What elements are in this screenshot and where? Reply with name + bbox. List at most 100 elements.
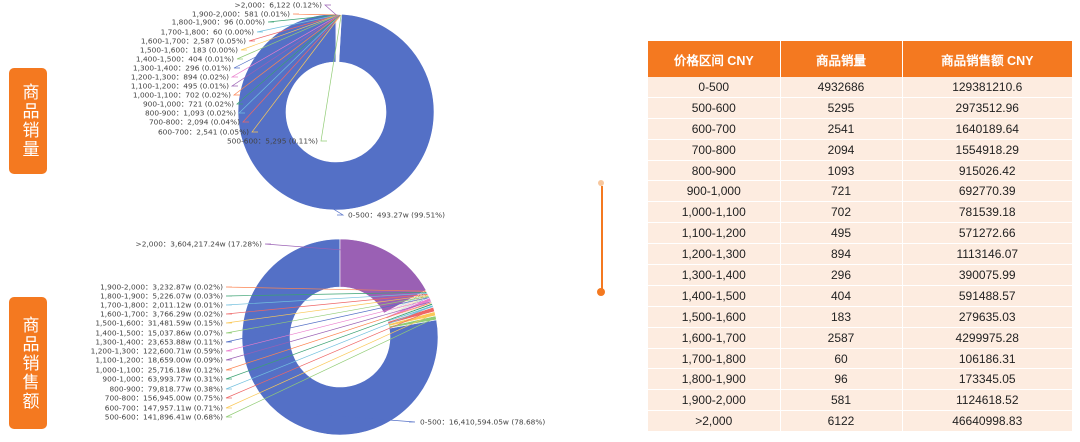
table-cell: 500-600 bbox=[648, 97, 781, 119]
table-row: 1,200-1,300 894 1113146.07 bbox=[648, 243, 1072, 266]
leader-line bbox=[225, 297, 429, 343]
slice-label: 1,000-1,100：25,716.18w (0.12%) bbox=[95, 366, 223, 375]
donut-chart-2: 0-500：16,410,594.05w (78.68%) 500-600：141… bbox=[91, 238, 545, 436]
slice-label: 800-900：1,093 (0.02%) bbox=[145, 109, 236, 118]
leader-line bbox=[324, 4, 337, 16]
leader-line bbox=[225, 317, 436, 418]
leader-line bbox=[225, 299, 430, 352]
leader-line bbox=[267, 14, 338, 23]
table-row: 1,100-1,200 495 571272.66 bbox=[648, 222, 1072, 245]
leader-line bbox=[292, 13, 337, 16]
slice-label: 600-700：147,957.11w (0.71%) bbox=[105, 404, 223, 413]
table-cell: 900-1,000 bbox=[648, 180, 781, 203]
slice-label: 1,900-2,000：581 (0.01%) bbox=[192, 10, 290, 19]
table-cell: 1,100-1,200 bbox=[648, 222, 781, 245]
table-cell: 800-900 bbox=[648, 160, 781, 182]
table-cell: 5295 bbox=[780, 97, 903, 119]
table-row: 1,000-1,100 702 781539.18 bbox=[648, 201, 1072, 224]
slice-label: 1,400-1,500：15,037.86w (0.07%) bbox=[95, 329, 223, 338]
sales-revenue-label: 商品销售额 bbox=[9, 297, 47, 429]
table-cell: 96 bbox=[780, 368, 903, 391]
table-cell: 1,000-1,100 bbox=[648, 201, 781, 224]
table-cell: 390075.99 bbox=[902, 264, 1072, 286]
table-row: 1,600-1,700 2587 4299975.28 bbox=[648, 327, 1072, 349]
slice-label: 0-500：493.27w (99.51%) bbox=[348, 211, 445, 220]
timeline-dot-top bbox=[598, 180, 604, 186]
leader-line bbox=[251, 14, 341, 133]
table-cell: 2587 bbox=[780, 327, 903, 349]
slice-label: 700-800：156,945.00w (0.75%) bbox=[105, 394, 223, 403]
slice-label: 1,200-1,300：894 (0.02%) bbox=[131, 73, 229, 82]
leader-line bbox=[320, 15, 342, 142]
leader-line bbox=[225, 304, 432, 380]
slice-label: 1,300-1,400：296 (0.01%) bbox=[133, 64, 231, 73]
table-header-0: 价格区间 CNY bbox=[648, 41, 781, 77]
table-cell: 60 bbox=[780, 348, 903, 370]
price-range-table: 价格区间 CNY 商品销量 商品销售额 CNY 0-500 4932686 129381… bbox=[648, 41, 1072, 433]
table-cell: 404 bbox=[780, 285, 903, 307]
table-row: 1,700-1,800 60 106186.31 bbox=[648, 348, 1072, 370]
slice-label: 1,600-1,700：2,587 (0.05%) bbox=[141, 37, 246, 46]
leader-line bbox=[225, 309, 434, 399]
leader-line bbox=[236, 14, 339, 60]
table-header-row: 价格区间 CNY 商品销量 商品销售额 CNY bbox=[648, 41, 1072, 77]
slice-label: 1,400-1,500：404 (0.01%) bbox=[136, 55, 234, 64]
leader-line bbox=[277, 411, 416, 423]
table-row: 1,800-1,900 96 173345.05 bbox=[648, 368, 1072, 391]
slice-label: 1,600-1,700：3,766.29w (0.02%) bbox=[100, 310, 223, 319]
slice-label: 600-700：2,541 (0.05%) bbox=[158, 128, 249, 137]
table-cell: 1,200-1,300 bbox=[648, 243, 781, 266]
table-cell: 1113146.07 bbox=[902, 243, 1072, 266]
table-row: 1,400-1,500 404 591488.57 bbox=[648, 285, 1072, 307]
slice-label: 1,800-1,900：5,226.07w (0.03%) bbox=[100, 292, 223, 301]
leader-line bbox=[225, 294, 428, 315]
slice-label: 1,700-1,800：60 (0.00%) bbox=[161, 28, 254, 37]
slice-label: 1,900-2,000：3,232.87w (0.02%) bbox=[100, 283, 223, 292]
table-row: 500-600 5295 2973512.96 bbox=[648, 97, 1072, 119]
slice-label: 1,500-1,600：183 (0.00%) bbox=[140, 46, 238, 55]
leader-line bbox=[238, 14, 341, 114]
slice-label: 1,100-1,200：495 (0.01%) bbox=[131, 82, 229, 91]
table-cell: 296 bbox=[780, 264, 903, 286]
table-cell: 700-800 bbox=[648, 139, 781, 161]
table-cell: 4932686 bbox=[780, 77, 903, 98]
sales-volume-label: 商品销量 bbox=[9, 68, 47, 174]
table-header-1: 商品销量 bbox=[780, 41, 903, 77]
slice-label: 700-800：2,094 (0.04%) bbox=[149, 118, 240, 127]
table-row: 1,900-2,000 581 1124618.52 bbox=[648, 389, 1072, 412]
table-cell: 1,800-1,900 bbox=[648, 368, 781, 391]
slice-label: 1,700-1,800：2,011.12w (0.01%) bbox=[100, 301, 223, 310]
table-cell: 2094 bbox=[780, 139, 903, 161]
table-cell: >2,000 bbox=[648, 410, 781, 433]
table-cell: 1,900-2,000 bbox=[648, 389, 781, 412]
table-cell: 781539.18 bbox=[902, 201, 1072, 224]
leader-line bbox=[225, 301, 431, 361]
slice-label: 500-600：141,896.41w (0.68%) bbox=[105, 413, 223, 422]
leader-line bbox=[230, 14, 340, 78]
table-cell: 591488.57 bbox=[902, 285, 1072, 307]
table-cell: 1640189.64 bbox=[902, 118, 1072, 140]
slice-label: >2,000：6,122 (0.12%) bbox=[235, 1, 323, 10]
table-row: 0-500 4932686 129381210.6 bbox=[648, 77, 1072, 98]
table-row: 600-700 2541 1640189.64 bbox=[648, 118, 1072, 140]
slice-label: 0-500：16,410,594.05w (78.68%) bbox=[420, 418, 545, 427]
leader-line bbox=[225, 313, 435, 409]
slice-label: 1,100-1,200：18,659.00w (0.09%) bbox=[95, 356, 223, 365]
leader-line bbox=[242, 14, 341, 123]
table-cell: 571272.66 bbox=[902, 222, 1072, 245]
leader-line bbox=[225, 296, 429, 334]
slice-label: 500-600：5,295 (0.11%) bbox=[227, 137, 318, 146]
slice-label: 900-1,000：63,993.77w (0.31%) bbox=[102, 375, 223, 384]
table-cell: 2541 bbox=[780, 118, 903, 140]
table-cell: 600-700 bbox=[648, 118, 781, 140]
slice-label: 1,800-1,900：96 (0.00%) bbox=[172, 18, 265, 27]
slice-label: 1,000-1,100：702 (0.02%) bbox=[133, 91, 231, 100]
table-cell: 106186.31 bbox=[902, 348, 1072, 370]
table-cell: 1093 bbox=[780, 160, 903, 182]
table-cell: 1124618.52 bbox=[902, 389, 1072, 412]
leader-line bbox=[225, 292, 427, 306]
leader-line bbox=[230, 14, 340, 87]
table-cell: 173345.05 bbox=[902, 368, 1072, 391]
leader-line bbox=[256, 14, 338, 33]
table-row: >2,000 6122 46640998.83 bbox=[648, 410, 1072, 433]
